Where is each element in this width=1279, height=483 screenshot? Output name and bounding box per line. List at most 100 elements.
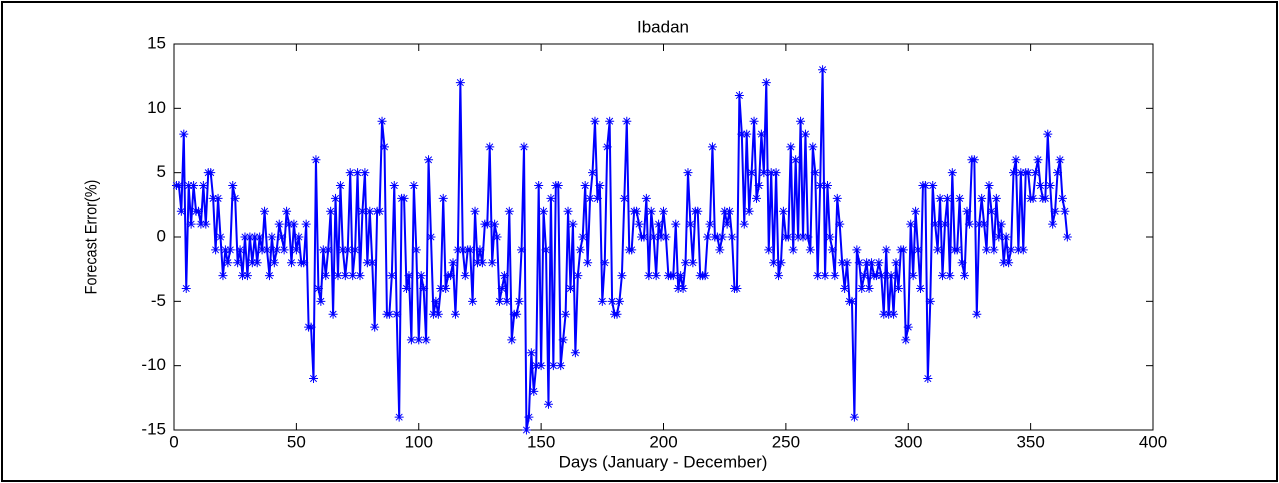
point-marker: [470, 206, 480, 216]
point-marker: [798, 232, 808, 242]
point-marker: [911, 206, 921, 216]
point-marker: [874, 258, 884, 268]
point-marker: [247, 258, 257, 268]
point-marker: [1050, 206, 1060, 216]
point-marker: [913, 245, 923, 255]
point-marker: [321, 271, 331, 281]
point-marker: [419, 283, 429, 293]
point-marker: [492, 232, 502, 242]
y-tick-label: -10: [141, 355, 166, 374]
point-marker: [854, 258, 864, 268]
point-marker: [920, 181, 930, 191]
point-marker: [744, 206, 754, 216]
point-marker: [1028, 193, 1038, 203]
point-marker: [774, 271, 784, 281]
point-marker: [923, 374, 933, 384]
point-marker: [238, 271, 248, 281]
point-marker: [404, 271, 414, 281]
point-marker: [211, 245, 221, 255]
point-marker: [725, 206, 735, 216]
point-marker: [761, 78, 771, 88]
point-marker: [871, 271, 881, 281]
x-tick-label: 300: [894, 432, 922, 451]
point-marker: [989, 245, 999, 255]
point-marker: [548, 361, 558, 371]
point-marker: [262, 245, 272, 255]
point-marker: [242, 271, 252, 281]
point-marker: [441, 283, 451, 293]
point-marker: [619, 193, 629, 203]
point-marker: [747, 168, 757, 178]
point-marker: [1011, 155, 1021, 165]
point-marker: [810, 168, 820, 178]
point-marker: [722, 219, 732, 229]
point-marker: [964, 219, 974, 229]
point-marker: [1035, 181, 1045, 191]
point-marker: [282, 206, 292, 216]
point-marker: [360, 168, 370, 178]
point-marker: [1018, 245, 1028, 255]
point-marker: [592, 193, 602, 203]
point-marker: [984, 181, 994, 191]
point-marker: [446, 271, 456, 281]
point-marker: [957, 258, 967, 268]
point-marker: [681, 258, 691, 268]
point-marker: [460, 271, 470, 281]
point-marker: [649, 232, 659, 242]
point-marker: [881, 245, 891, 255]
point-marker: [602, 142, 612, 152]
point-marker: [216, 232, 226, 242]
point-marker: [646, 206, 656, 216]
point-marker: [482, 219, 492, 229]
point-marker: [565, 283, 575, 293]
point-marker: [933, 245, 943, 255]
point-marker: [402, 283, 412, 293]
point-marker: [778, 206, 788, 216]
point-marker: [568, 219, 578, 229]
point-marker: [561, 309, 571, 319]
point-marker: [291, 245, 301, 255]
point-marker: [712, 232, 722, 242]
x-tick-label: 100: [405, 432, 433, 451]
point-marker: [235, 245, 245, 255]
point-marker: [289, 219, 299, 229]
point-marker: [867, 258, 877, 268]
point-marker: [742, 129, 752, 139]
y-axis-label: Forecast Error(%): [82, 180, 100, 295]
point-marker: [668, 271, 678, 281]
point-marker: [979, 219, 989, 229]
point-marker: [340, 271, 350, 281]
point-marker: [539, 206, 549, 216]
point-marker: [1031, 168, 1041, 178]
point-marker: [688, 258, 698, 268]
point-marker: [906, 219, 916, 229]
point-marker: [279, 245, 289, 255]
point-marker: [575, 245, 585, 255]
point-marker: [468, 296, 478, 306]
point-marker: [1033, 155, 1043, 165]
point-marker: [960, 271, 970, 281]
point-marker: [301, 219, 311, 229]
point-marker: [328, 309, 338, 319]
point-marker: [859, 271, 869, 281]
point-marker: [465, 245, 475, 255]
point-marker: [230, 193, 240, 203]
point-marker: [737, 129, 747, 139]
point-marker: [796, 116, 806, 126]
point-marker: [450, 309, 460, 319]
point-marker: [815, 181, 825, 191]
point-marker: [534, 181, 544, 191]
point-marker: [862, 258, 872, 268]
point-marker: [808, 142, 818, 152]
point-marker: [1043, 129, 1053, 139]
point-marker: [176, 206, 186, 216]
point-marker: [414, 335, 424, 345]
point-marker: [345, 168, 355, 178]
point-marker: [384, 309, 394, 319]
point-marker: [893, 283, 903, 293]
point-marker: [223, 258, 233, 268]
point-marker: [813, 271, 823, 281]
point-marker: [837, 258, 847, 268]
point-marker: [255, 232, 265, 242]
point-marker: [416, 271, 426, 281]
